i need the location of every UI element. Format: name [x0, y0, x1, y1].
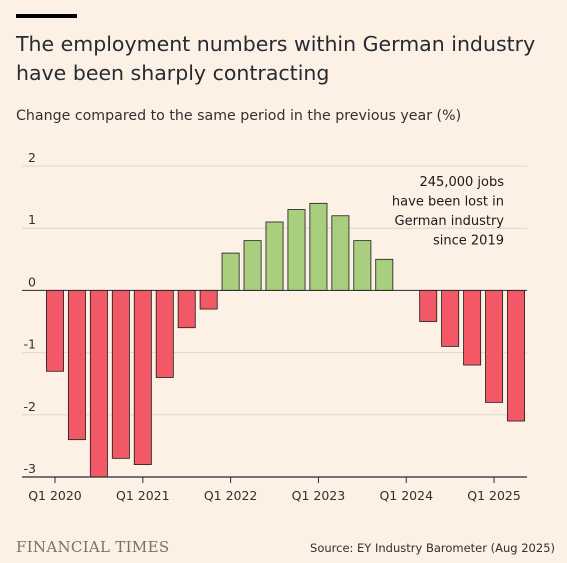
publisher-brand: FINANCIAL TIMES — [16, 538, 170, 556]
annotation-line: since 2019 — [433, 234, 504, 249]
bar — [265, 221, 284, 291]
annotation-line: 245,000 jobs — [420, 175, 505, 190]
bar — [46, 289, 64, 372]
bar — [243, 240, 262, 291]
bar — [507, 289, 525, 422]
x-tick-label: Q1 2020 — [28, 488, 82, 503]
bars — [46, 202, 525, 478]
bar — [375, 258, 394, 291]
x-tick-label: Q1 2023 — [292, 488, 346, 503]
bar — [177, 289, 196, 329]
x-tick-label: Q1 2022 — [204, 488, 258, 503]
y-tick-label: 1 — [28, 212, 36, 227]
bar — [463, 289, 482, 366]
y-tick-label: 0 — [28, 274, 36, 289]
bar — [89, 289, 108, 478]
bar — [287, 209, 306, 291]
axes: 2 1 0 -1 -2 -3 Q1 2020 Q1 2021 Q1 2022 Q1 2023 Q1 … — [22, 150, 527, 503]
x-tick-label: Q1 2025 — [467, 488, 521, 503]
annotation-line: German industry — [395, 214, 505, 229]
bar — [331, 215, 350, 291]
bar — [485, 289, 504, 403]
x-tick-label: Q1 2021 — [116, 488, 170, 503]
bar — [133, 289, 152, 465]
x-tick-label: Q1 2024 — [379, 488, 433, 503]
chart-subtitle: Change compared to the same period in th… — [16, 108, 462, 124]
annotation: 245,000 jobs have been lost in German indu… — [392, 175, 504, 249]
y-tick-label: 2 — [28, 150, 36, 165]
bar — [353, 240, 372, 291]
chart-title: The employment numbers within German ind… — [16, 32, 536, 85]
header-accent-bar — [16, 14, 77, 18]
bar — [221, 252, 240, 291]
bar — [309, 202, 328, 291]
bar — [111, 289, 130, 459]
bar — [67, 289, 86, 441]
bar — [155, 289, 174, 378]
bar — [419, 289, 438, 322]
bar — [199, 289, 218, 310]
y-tick-label: -2 — [24, 399, 36, 414]
annotation-line: have been lost in — [392, 195, 504, 210]
source-note: Source: EY Industry Barometer (Aug 2025) — [310, 541, 555, 555]
y-tick-label: -3 — [24, 461, 36, 476]
bar — [441, 289, 460, 347]
y-tick-label: -1 — [24, 337, 36, 352]
